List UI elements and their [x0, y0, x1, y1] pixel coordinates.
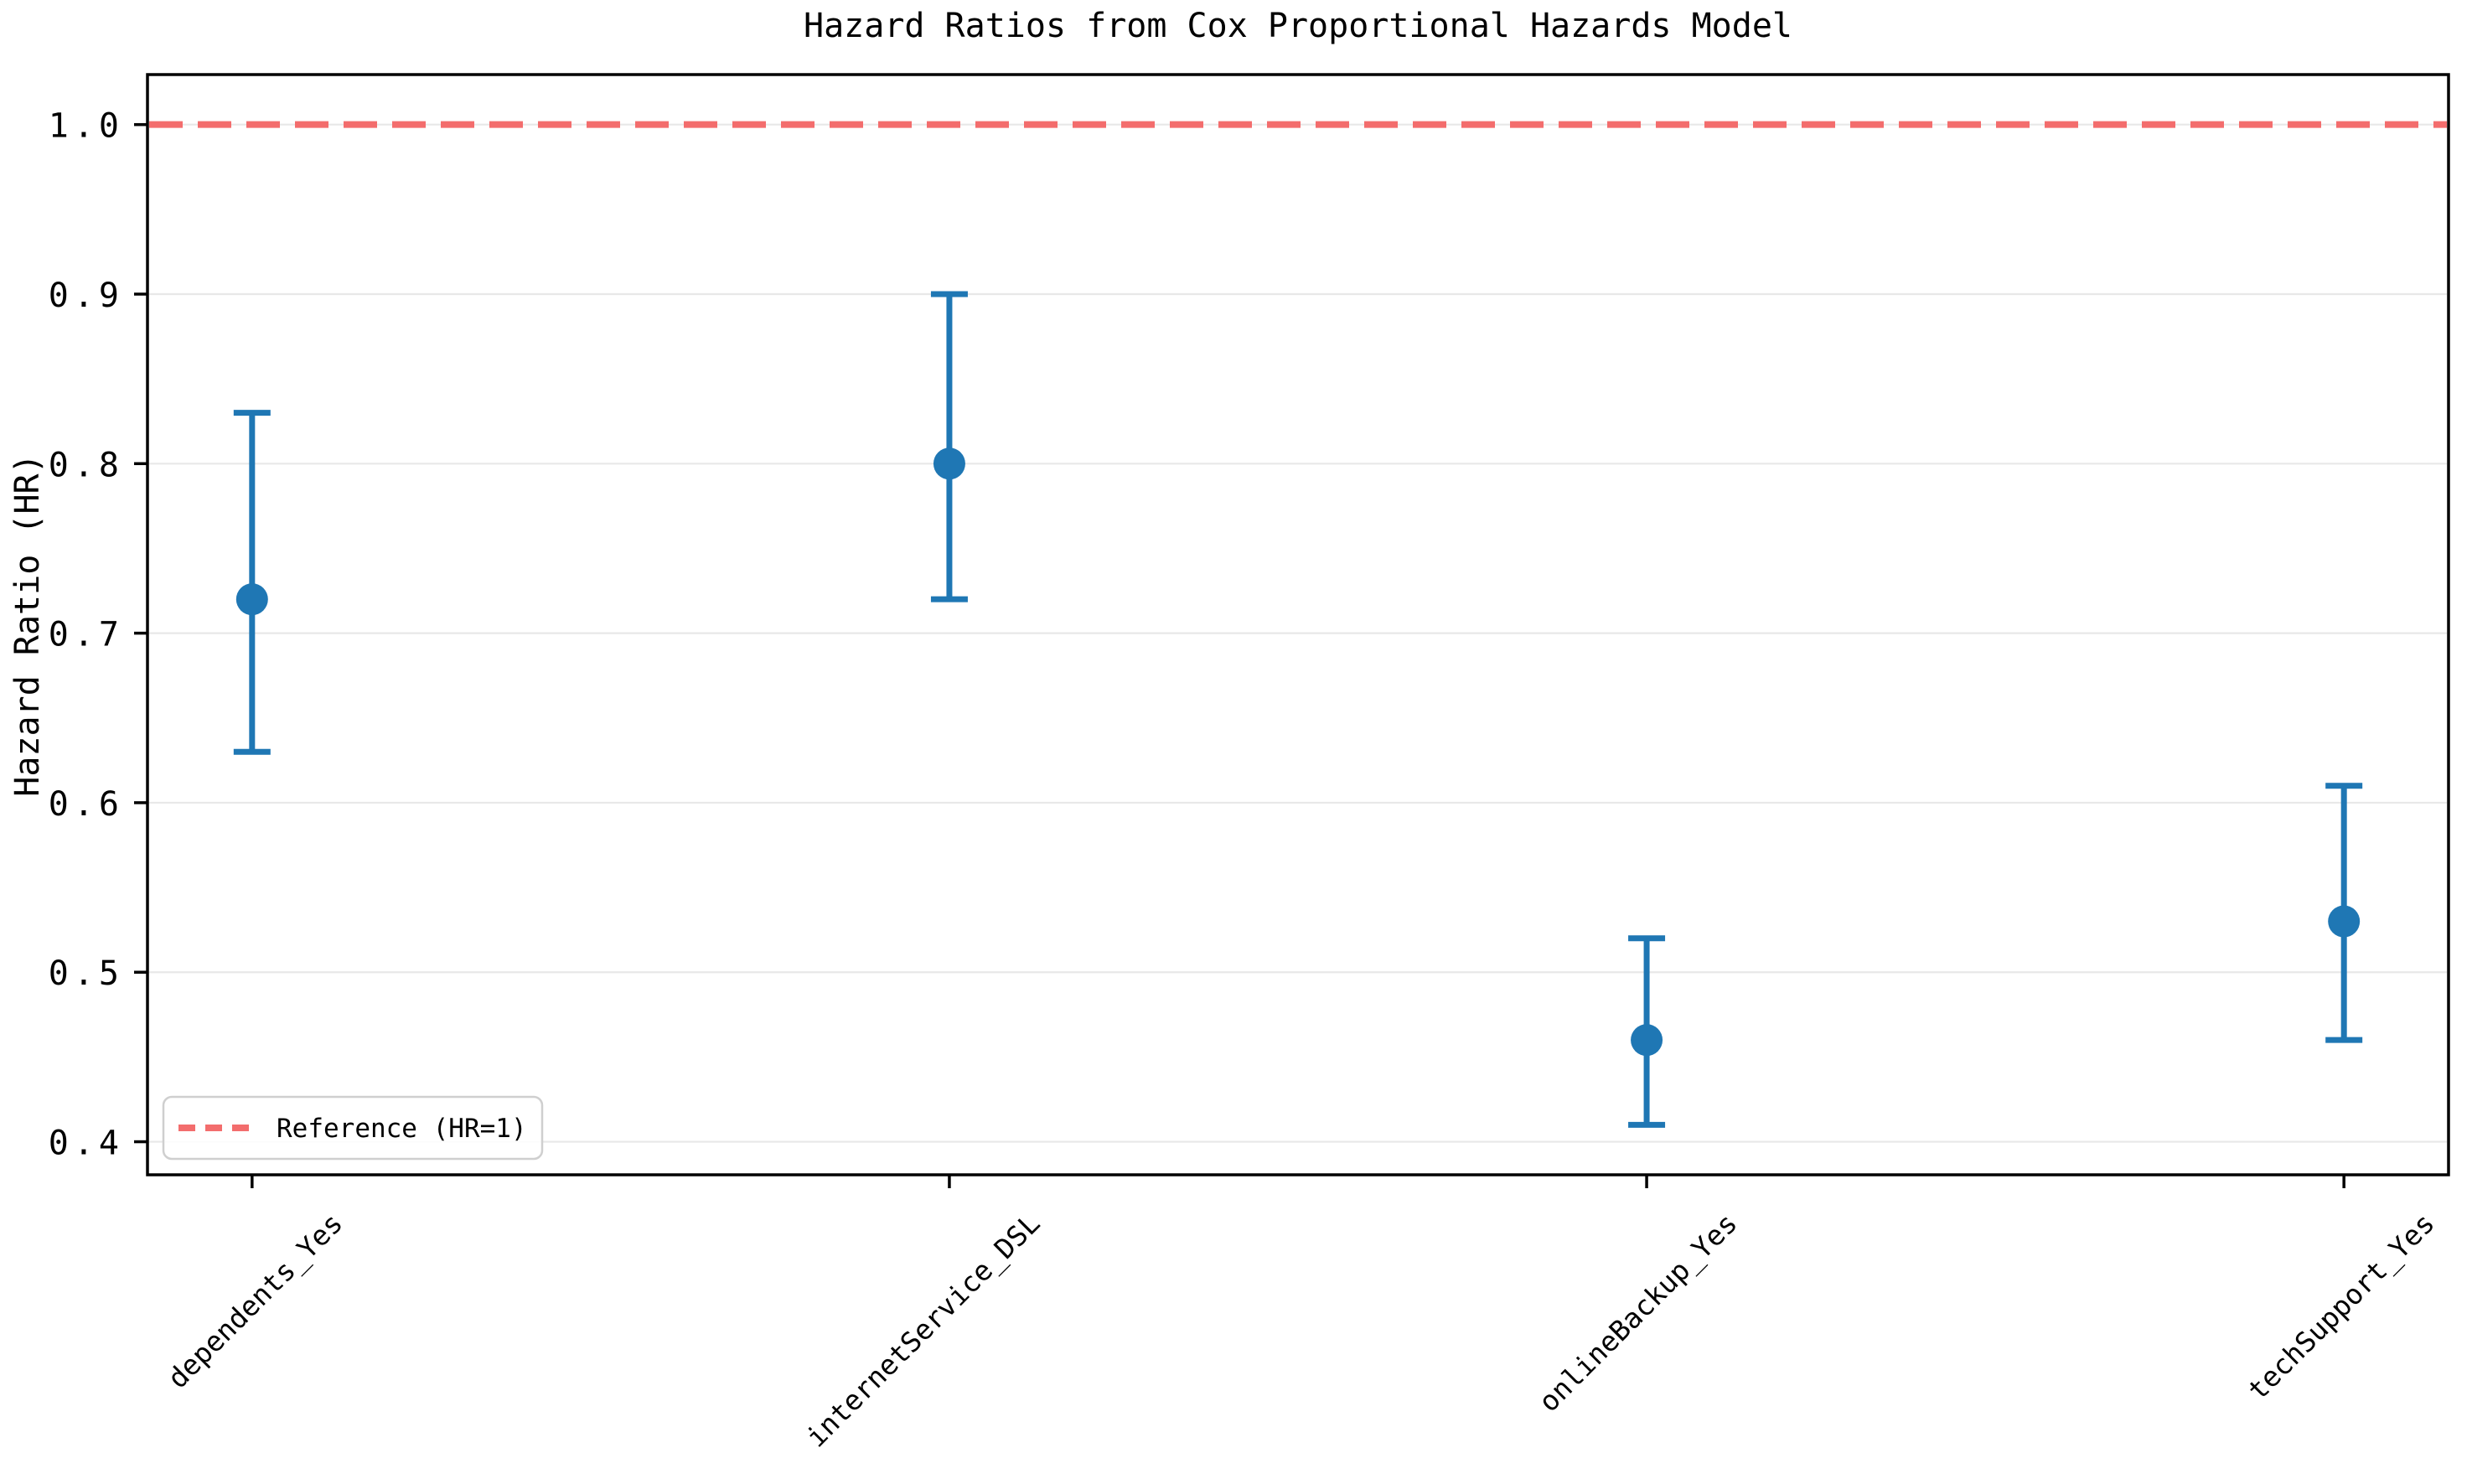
- y-tick-label: 1.0: [49, 107, 124, 146]
- y-tick-label: 0.6: [49, 785, 124, 824]
- y-axis-label: Hazard Ratio (HR): [8, 453, 47, 796]
- y-tick-label: 0.4: [49, 1125, 124, 1163]
- hazard-ratio-marker: [1631, 1024, 1663, 1057]
- hazard-ratio-marker: [2328, 905, 2361, 938]
- y-tick-label: 0.8: [49, 446, 124, 484]
- legend-box: [162, 1095, 544, 1161]
- y-tick-label: 0.7: [49, 616, 124, 654]
- hazard-ratio-marker: [235, 583, 268, 616]
- hazard-ratio-marker: [933, 447, 965, 480]
- y-tick-label: 0.9: [49, 277, 124, 315]
- legend-label: Reference (HR=1): [277, 1114, 527, 1144]
- plot-border: [146, 73, 2450, 1176]
- chart-title: Hazard Ratios from Cox Proportional Haza…: [804, 7, 1792, 45]
- legend: Reference (HR=1): [162, 1095, 544, 1161]
- y-tick-label: 0.5: [49, 954, 124, 993]
